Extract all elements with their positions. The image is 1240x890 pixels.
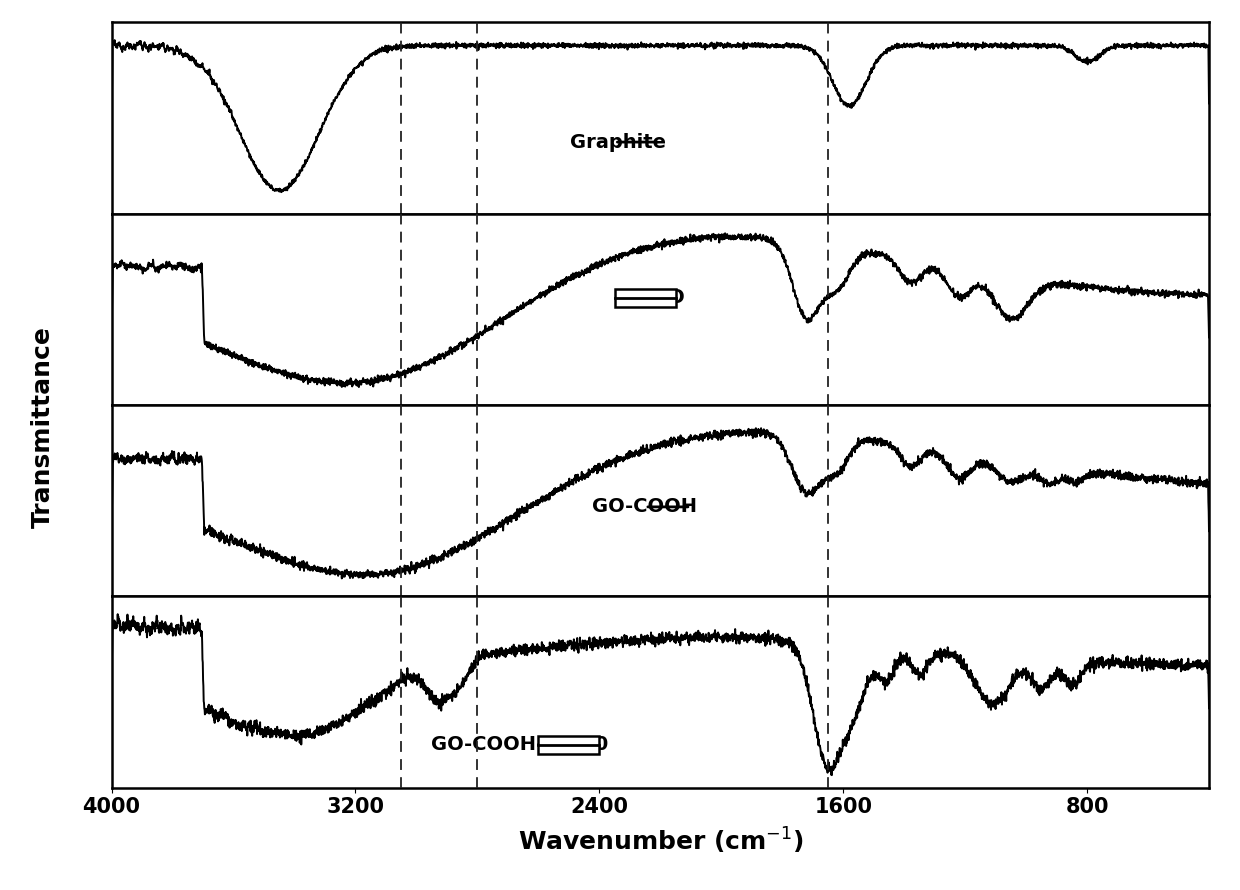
Text: GO-COOH: GO-COOH xyxy=(591,498,697,516)
Text: GO-COOH-T5000: GO-COOH-T5000 xyxy=(432,735,609,754)
Bar xyxy=(538,736,599,754)
Text: Transmittance: Transmittance xyxy=(31,327,55,528)
Text: GO: GO xyxy=(652,288,684,307)
Bar xyxy=(615,288,676,306)
X-axis label: Wavenumber (cm$^{-1}$): Wavenumber (cm$^{-1}$) xyxy=(517,826,804,856)
Text: Graphite: Graphite xyxy=(570,133,666,151)
